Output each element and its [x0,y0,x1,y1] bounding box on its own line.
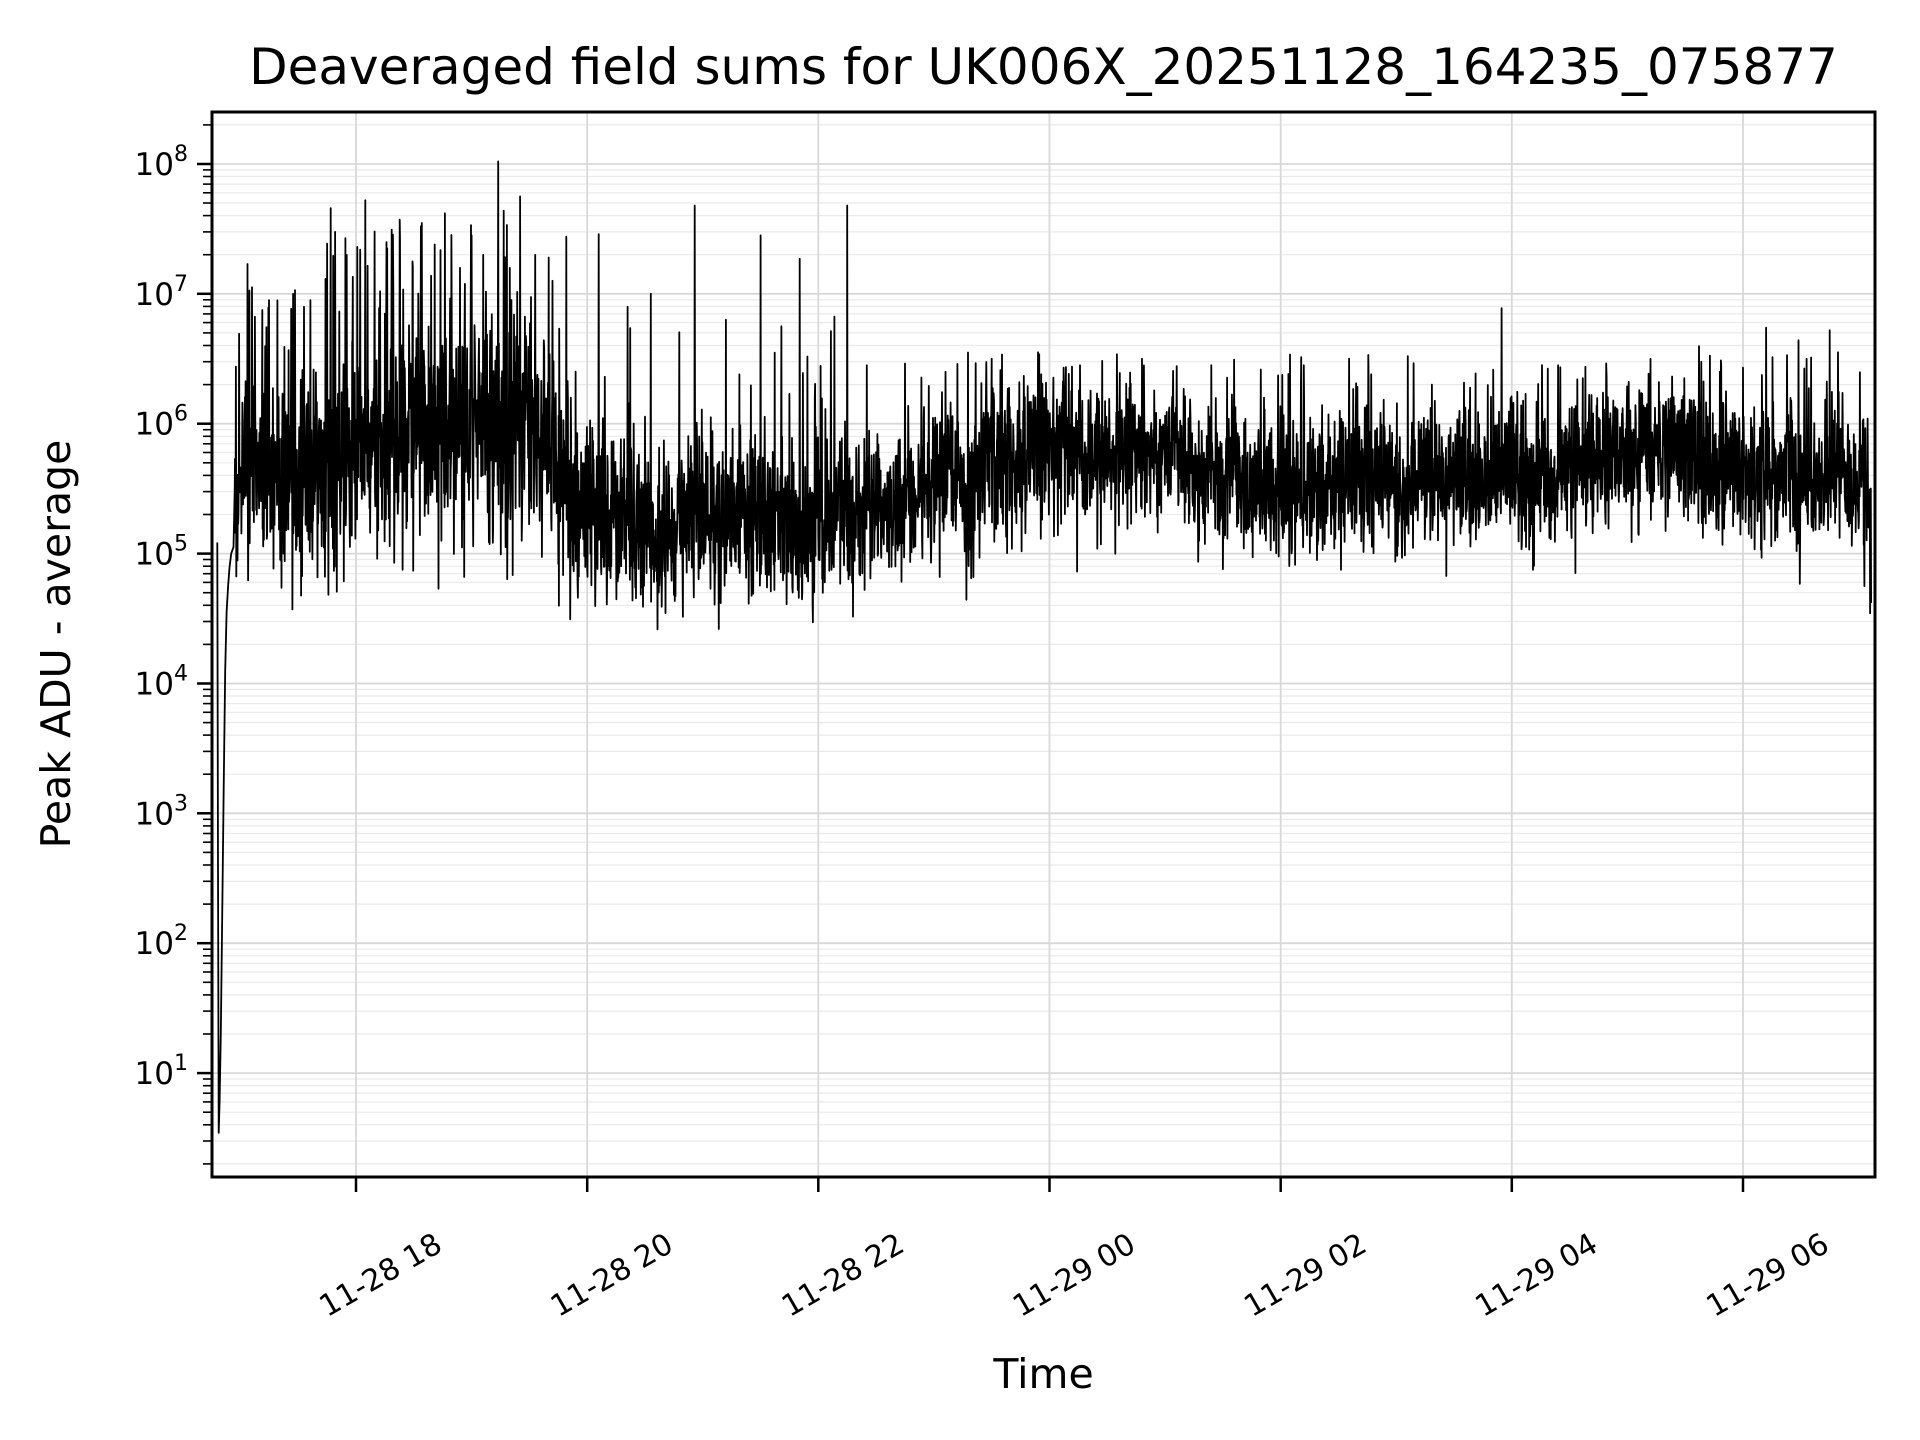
y-tick-label: 107 [135,272,188,313]
y-tick-label: 108 [135,142,188,183]
x-tick-label: 11-29 04 [1469,1227,1603,1325]
x-tick-label: 11-28 20 [545,1227,679,1325]
y-tick-label: 106 [135,402,188,443]
x-tick-label: 11-29 02 [1238,1227,1372,1325]
y-tick-label: 105 [135,532,188,573]
data-series-line [216,160,1872,1134]
x-tick-label: 11-28 22 [776,1227,910,1325]
y-axis-label: Peak ADU - average [32,439,80,849]
y-tick-label: 103 [135,791,188,832]
x-axis-label: Time [993,1350,1094,1398]
y-tick-label: 104 [135,662,188,703]
chart-title: Deaveraged field sums for UK006X_2025112… [249,38,1838,96]
y-tick-label: 101 [135,1051,188,1092]
y-tick-label: 102 [135,921,188,962]
x-tick-label: 11-28 18 [314,1227,448,1325]
x-tick-label: 11-29 06 [1701,1227,1835,1325]
x-tick-label: 11-29 00 [1007,1227,1141,1325]
